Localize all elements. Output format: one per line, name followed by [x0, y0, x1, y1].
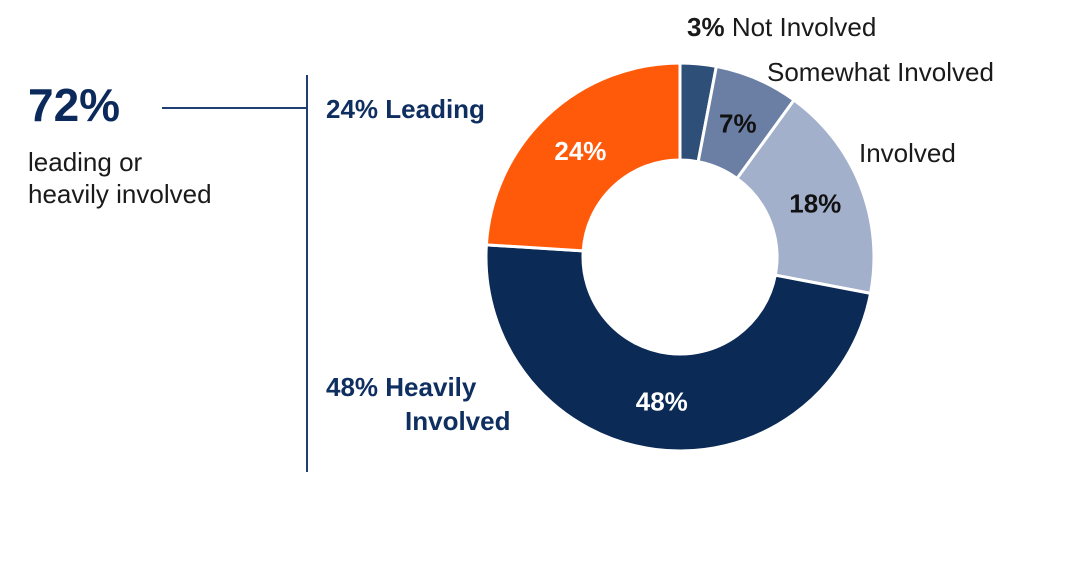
summary-value: 72% — [28, 79, 121, 131]
summary-label-line2: heavily involved — [28, 179, 212, 209]
callout-heavy-word2: Involved — [405, 406, 511, 436]
slice-involved — [734, 97, 876, 296]
label-not-involved-pct: 3% — [687, 12, 725, 42]
callout-heavily-involved: 48% Heavily Involved — [326, 370, 510, 438]
slice-label-involved: 18% — [789, 188, 841, 218]
callout-heavy-pct: 48% — [326, 372, 379, 402]
callout-heavy-word1: Heavily — [385, 372, 477, 402]
label-involved: Involved — [859, 138, 956, 168]
slice-label-somewhat-involved: 7% — [719, 108, 757, 138]
slice-heavily-involved — [484, 243, 873, 453]
bracket-line — [306, 75, 308, 472]
callout-leading: 24% Leading — [326, 94, 485, 124]
summary-label: leading or heavily involved — [28, 146, 288, 210]
summary-connector-line — [162, 107, 308, 109]
slice-leading — [484, 61, 682, 253]
label-not-involved: 3% Not Involved — [687, 12, 876, 42]
slice-label-leading: 24% — [554, 136, 606, 166]
label-not-involved-text: Not Involved — [731, 12, 877, 42]
slice-label-heavily-involved: 48% — [636, 386, 688, 416]
summary-label-line1: leading or — [28, 147, 143, 177]
label-somewhat-involved: Somewhat Involved — [767, 57, 994, 87]
